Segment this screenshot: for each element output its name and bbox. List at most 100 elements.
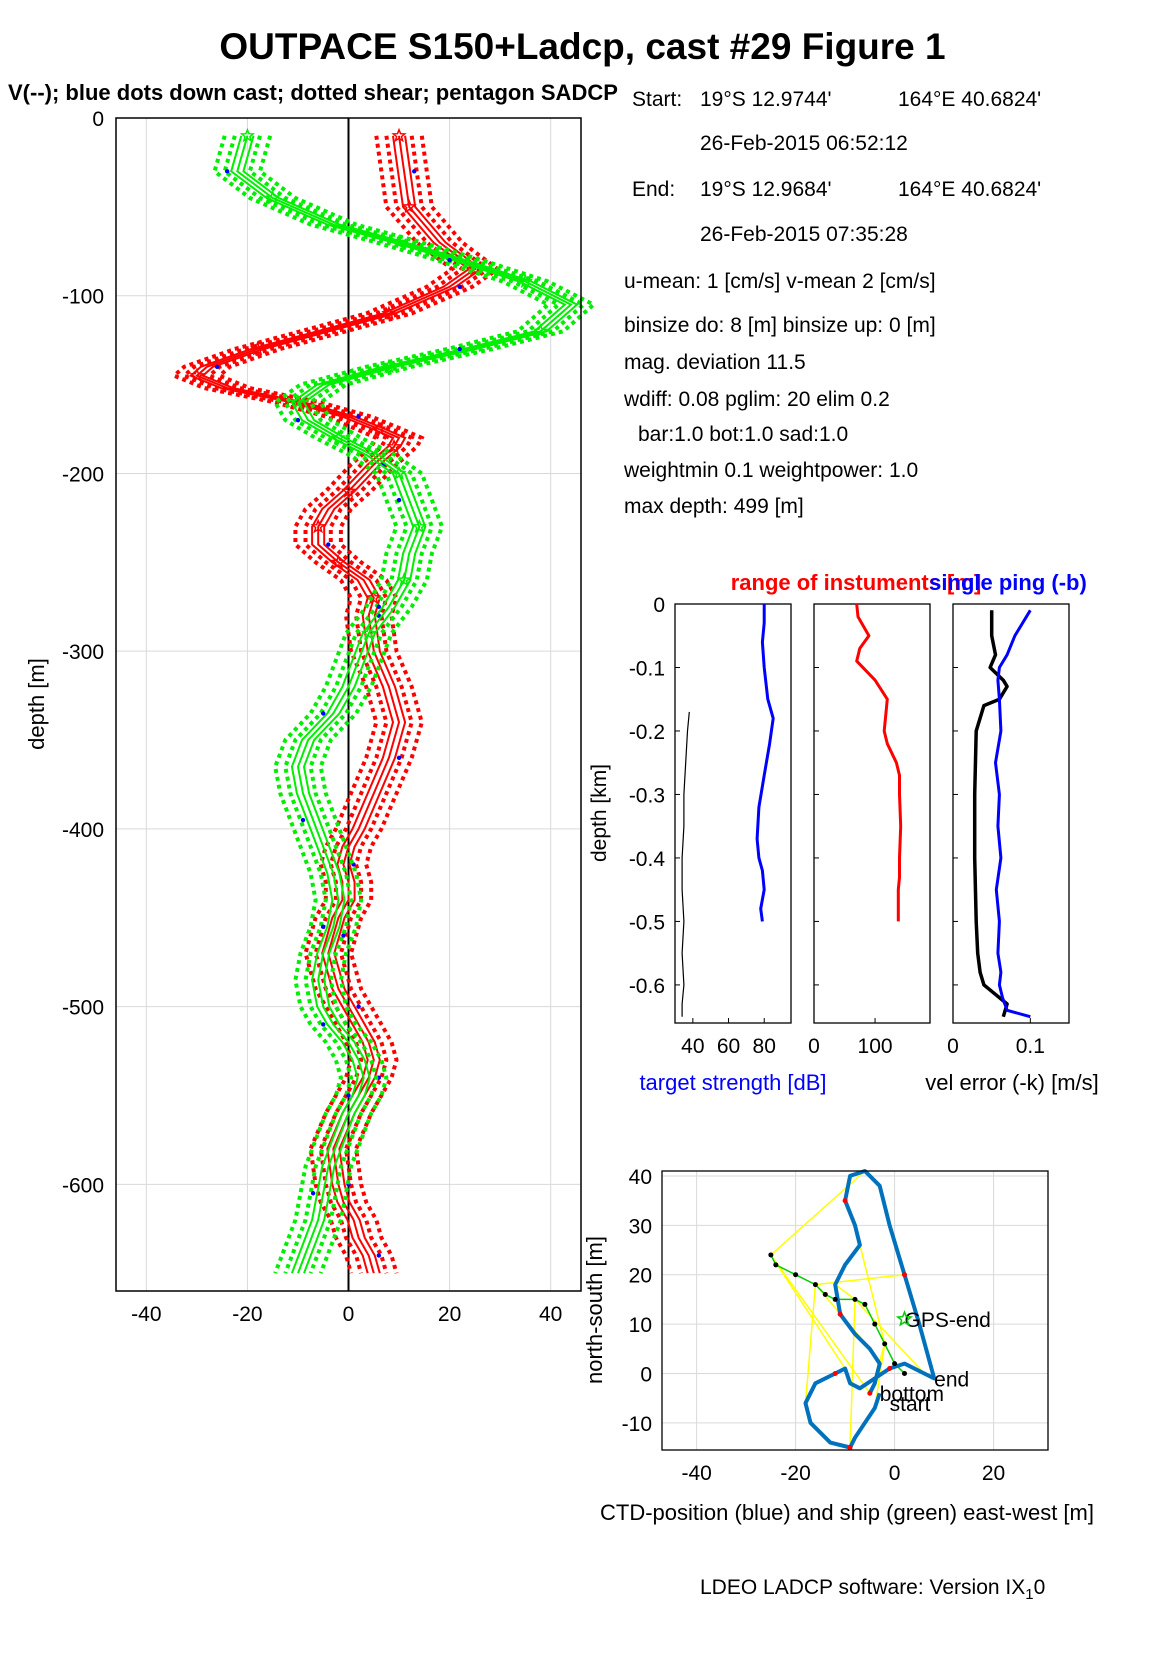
position-frame: [661, 1170, 1049, 1451]
software-version-suffix: 0: [1033, 1576, 1046, 1599]
start-lon: 164°E 40.6824': [898, 88, 1042, 111]
vel-error-ticks: 0 0.1: [947, 603, 1045, 1058]
target-strength-ylabel: depth [km]: [588, 764, 611, 862]
downcast-dot: [376, 1253, 382, 1258]
v-velocity-sadcp-marker: [361, 625, 377, 640]
v-velocity-sadcp-marker: [532, 323, 549, 338]
range-title: range of instuments [m]: [731, 570, 982, 595]
x-tick-label: 80: [753, 1035, 776, 1058]
v-velocity-shear-dotted: [247, 135, 588, 1274]
range-ticks: 0 100: [808, 603, 893, 1058]
vel-error-series: [972, 609, 1032, 1019]
v-velocity-sadcp-marker: [411, 518, 427, 534]
ship-track: [770, 1254, 906, 1375]
v-velocity-sadcp-marker: [265, 189, 281, 205]
gps-end-marker: [895, 1310, 914, 1327]
position-xlabel: CTD-position (blue) and ship (green) eas…: [600, 1500, 1094, 1525]
vel_error-line: [994, 609, 1032, 1019]
x-tick-label: 0: [343, 1303, 355, 1326]
u-velocity-sadcp-marker: [401, 198, 417, 214]
x-tick-label: -40: [131, 1303, 161, 1326]
v-velocity-shear-dotted: [212, 135, 552, 1274]
bar-info: bar:1.0 bot:1.0 sad:1.0: [638, 423, 849, 446]
software-version-text: LDEO LADCP software: Version IX: [700, 1576, 1026, 1599]
y-tick-label: 0: [92, 108, 104, 131]
ship-fix-dot: [768, 1252, 774, 1258]
position-series: [768, 1169, 937, 1451]
target_strength-line: [755, 604, 775, 922]
mean-velocities: u-mean: 1 [cm/s] v-mean 2 [cm/s]: [624, 270, 936, 293]
y-tick-label: -500: [62, 997, 104, 1020]
x-tick-label: 0.1: [1016, 1035, 1045, 1058]
ctd-fix-dot: [842, 1198, 848, 1204]
position-ticks: -40 -20 0 20 40 30 20 10 0 -10: [622, 1166, 1006, 1485]
velocity-profile-frame: [115, 117, 582, 1292]
y-tick-label: -0.2: [629, 721, 665, 744]
y-tick-label: 30: [629, 1215, 652, 1238]
downcast-dot: [321, 924, 326, 929]
position-axes: -40 -20 0 20 40 30 20 10 0 -10 GPS-end endbottomst…: [582, 1166, 1094, 1525]
y-tick-label: 0: [653, 594, 665, 617]
downcast-dot: [356, 1004, 361, 1009]
v-velocity-sadcp-marker: [396, 572, 412, 587]
ship-fix-dot: [892, 1361, 898, 1367]
velocity-profile-ticks: -40 -20 0 20 400-100-200-300-400-500-600: [62, 108, 562, 1326]
end-label: End:: [632, 178, 676, 201]
ship-ctd-link: [804, 1284, 817, 1404]
x-tick-label: 0: [889, 1462, 901, 1485]
x-tick-label: 20: [982, 1462, 1005, 1485]
v-velocity-sadcp-marker: [391, 234, 407, 250]
downcast-dot: [356, 414, 361, 419]
x-tick-label: 60: [717, 1035, 740, 1058]
ctd-fix-dot: [832, 1370, 838, 1376]
downcast-dot: [346, 1093, 351, 1098]
weight-info: weightmin 0.1 weightpower: 1.0: [624, 459, 919, 482]
start-time: 26-Feb-2015 06:52:12: [700, 132, 908, 155]
downcast-dot: [295, 417, 301, 423]
u-velocity-sadcp-marker: [391, 127, 407, 143]
position-label-gps_end: GPS-end: [904, 1309, 990, 1332]
velocity-profile-series: [170, 118, 598, 1291]
ctd-fix-dot: [901, 1272, 907, 1278]
start-label: Start:: [632, 88, 683, 111]
end-time: 26-Feb-2015 07:35:28: [700, 223, 908, 246]
ship-ctd-link: [770, 1254, 846, 1369]
ctd-fix-dot: [887, 1366, 893, 1372]
mag-deviation: mag. deviation 11.5: [624, 351, 806, 374]
downcast-dot: [321, 1022, 326, 1027]
target-strength-frame: [674, 603, 792, 1024]
ship-fix-dot: [832, 1296, 838, 1302]
ship-fix-dot: [822, 1291, 828, 1297]
u-velocity-shear-dotted: [170, 135, 456, 1274]
target-strength-xlabel: target strength [dB]: [639, 1070, 826, 1095]
vel-error-xlabel: vel error (-k) [m/s]: [925, 1070, 1099, 1095]
downcast-dot: [376, 604, 382, 609]
x-tick-label: 40: [539, 1303, 562, 1326]
x-tick-label: -40: [681, 1462, 711, 1485]
ship-fix-dot: [862, 1301, 868, 1307]
start-lat: 19°S 12.9744': [700, 88, 832, 111]
downcast-dot: [396, 755, 402, 761]
position-ylabel: north-south [m]: [582, 1236, 607, 1384]
u-velocity-sadcp-marker: [371, 420, 387, 436]
ship-fix-dot: [882, 1341, 888, 1347]
position-label-bottom: bottom: [880, 1383, 944, 1406]
v-velocity-line: [230, 135, 567, 1274]
v-velocity-sadcp-marker: [239, 127, 256, 143]
max-depth: max depth: 499 [m]: [624, 495, 804, 518]
downcast-dot: [224, 169, 230, 174]
downcast-dot: [457, 346, 462, 352]
single-ping-title: single ping (-b): [929, 570, 1087, 595]
v-velocity-sadcp-marker: [391, 465, 407, 480]
u-velocity-sadcp-marker: [366, 589, 382, 605]
target-strength-series: [681, 604, 775, 1017]
u-velocity-sadcp-marker: [249, 340, 266, 356]
software-version-sub: 1: [1025, 1586, 1034, 1604]
ctd-fix-dot: [847, 1445, 853, 1451]
u-velocity-sadcp-marker: [340, 483, 357, 498]
binsize-info: binsize do: 8 [m] binsize up: 0 [m]: [624, 314, 936, 337]
ship-ctd-link: [815, 1273, 905, 1286]
ctd-track: [803, 1169, 937, 1450]
